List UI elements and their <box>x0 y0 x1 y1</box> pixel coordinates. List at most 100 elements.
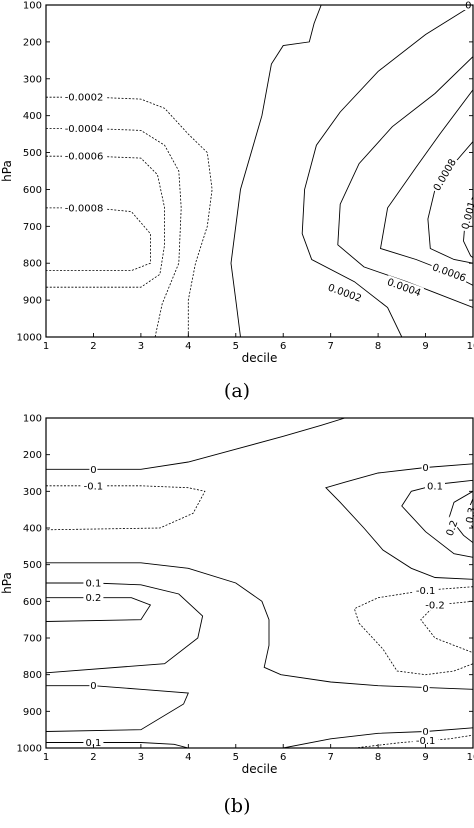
x-tick-label: 8 <box>375 752 381 763</box>
y-tick-label: 200 <box>23 450 42 461</box>
x-tick-label: 6 <box>280 752 286 763</box>
contour-line <box>46 485 206 531</box>
contour-label: 0.1 <box>83 736 104 749</box>
contour-line <box>46 128 182 337</box>
contour-label: 0.0004 <box>384 275 425 299</box>
x-tick-label: 6 <box>280 341 286 352</box>
contour-line <box>46 207 151 271</box>
y-tick-label: 400 <box>23 524 42 535</box>
contour-label: 0.001 <box>458 198 474 233</box>
y-tick-label: 800 <box>23 259 42 270</box>
svg-text:0.0008: 0.0008 <box>432 157 459 193</box>
contour-label: 0 <box>89 679 98 692</box>
contour-label: -0.0004 <box>62 122 106 135</box>
contour-label: 0 <box>421 725 430 738</box>
x-tick-label: 9 <box>422 752 428 763</box>
svg-text:0.1: 0.1 <box>85 738 101 749</box>
y-tick-label: 1000 <box>17 333 42 344</box>
svg-text:-0.0002: -0.0002 <box>65 93 104 104</box>
svg-text:0.1: 0.1 <box>85 579 101 590</box>
contour-label: 0.0008 <box>429 155 459 194</box>
y-tick-label: 800 <box>23 670 42 681</box>
panel-b: 0-0.10.10.200.100.10.20.3-0.1-0.200-0.11… <box>0 414 474 817</box>
contour-label: 0.0002 <box>325 280 365 305</box>
x-tick-label: 10 <box>467 752 474 763</box>
y-tick-label: 700 <box>23 634 42 645</box>
y-tick-label: 200 <box>23 37 42 48</box>
svg-text:0.3: 0.3 <box>465 507 474 525</box>
svg-text:-0.0008: -0.0008 <box>65 203 104 214</box>
panel-caption: (b) <box>224 795 251 817</box>
y-tick-label: 300 <box>23 74 42 85</box>
contour-line <box>46 582 204 674</box>
contour-line <box>46 742 189 748</box>
x-tick-label: 8 <box>375 341 381 352</box>
y-tick-label: 600 <box>23 185 42 196</box>
svg-text:0.0006: 0.0006 <box>431 262 468 284</box>
svg-text:0.0002: 0.0002 <box>326 282 363 304</box>
contour-label: -0.2 <box>422 599 448 612</box>
y-tick-label: 600 <box>23 597 42 608</box>
x-tick-label: 2 <box>90 752 96 763</box>
x-tick-label: 1 <box>43 752 49 763</box>
svg-text:-0.1: -0.1 <box>416 736 436 747</box>
y-tick-label: 500 <box>23 148 42 159</box>
contour-line <box>46 418 346 470</box>
contour-line <box>46 155 165 288</box>
x-tick-label: 7 <box>327 341 333 352</box>
x-tick-label: 2 <box>90 341 96 352</box>
x-tick-label: 7 <box>327 752 333 763</box>
contour-label: 0.0006 <box>429 260 470 284</box>
x-axis-label: decile <box>242 762 278 776</box>
svg-text:0: 0 <box>422 463 428 474</box>
x-tick-label: 4 <box>185 341 191 352</box>
x-tick-label: 5 <box>233 341 239 352</box>
contour-line <box>325 463 473 580</box>
contour-label: -0.1 <box>412 584 439 597</box>
y-axis-label: hPa <box>0 572 14 594</box>
svg-text:0: 0 <box>90 681 96 692</box>
contour-label: 0.2 <box>442 516 461 540</box>
contour-label: 0 <box>421 682 430 695</box>
y-tick-label: 900 <box>23 296 42 307</box>
contour-line <box>448 490 473 544</box>
y-tick-label: 400 <box>23 111 42 122</box>
contour-line <box>46 685 189 732</box>
contour-label: -0.1 <box>412 734 439 747</box>
panel-caption: (a) <box>224 380 250 402</box>
contour-label: -0.0002 <box>62 91 106 104</box>
contour-line <box>283 727 473 748</box>
svg-text:-0.1: -0.1 <box>84 481 104 492</box>
contour-label: 0 <box>421 461 430 474</box>
x-tick-label: 3 <box>138 752 144 763</box>
contour-line <box>46 96 213 337</box>
contour-label: -0.0006 <box>62 150 106 163</box>
y-tick-label: 900 <box>23 707 42 718</box>
contour-line <box>301 5 473 337</box>
svg-text:0: 0 <box>90 465 96 476</box>
x-tick-label: 3 <box>138 341 144 352</box>
x-tick-label: 4 <box>185 752 191 763</box>
panel-a: -0.0002 -0.0004 -0.0006 -0.0008 0.0008 0.0006… <box>0 0 474 402</box>
contour-label: 0.2 <box>83 591 104 604</box>
svg-text:0.1: 0.1 <box>427 481 443 492</box>
contour-line <box>379 89 473 286</box>
y-tick-label: 100 <box>23 1 42 12</box>
contour-label: 0 <box>89 463 98 476</box>
svg-text:0.2: 0.2 <box>85 593 101 604</box>
x-axis-label: decile <box>242 351 278 365</box>
y-tick-label: 100 <box>23 414 42 425</box>
contour-line <box>353 586 473 676</box>
y-tick-label: 1000 <box>17 744 42 755</box>
x-tick-label: 5 <box>233 752 239 763</box>
svg-text:0: 0 <box>465 1 471 12</box>
plot-frame <box>45 4 474 338</box>
x-tick-label: 9 <box>422 341 428 352</box>
svg-text:-0.0004: -0.0004 <box>65 124 104 135</box>
x-tick-label: 10 <box>467 341 474 352</box>
x-tick-label: 1 <box>43 341 49 352</box>
svg-text:-0.0006: -0.0006 <box>65 152 104 163</box>
svg-text:0.2: 0.2 <box>445 519 461 538</box>
y-tick-label: 300 <box>23 487 42 498</box>
